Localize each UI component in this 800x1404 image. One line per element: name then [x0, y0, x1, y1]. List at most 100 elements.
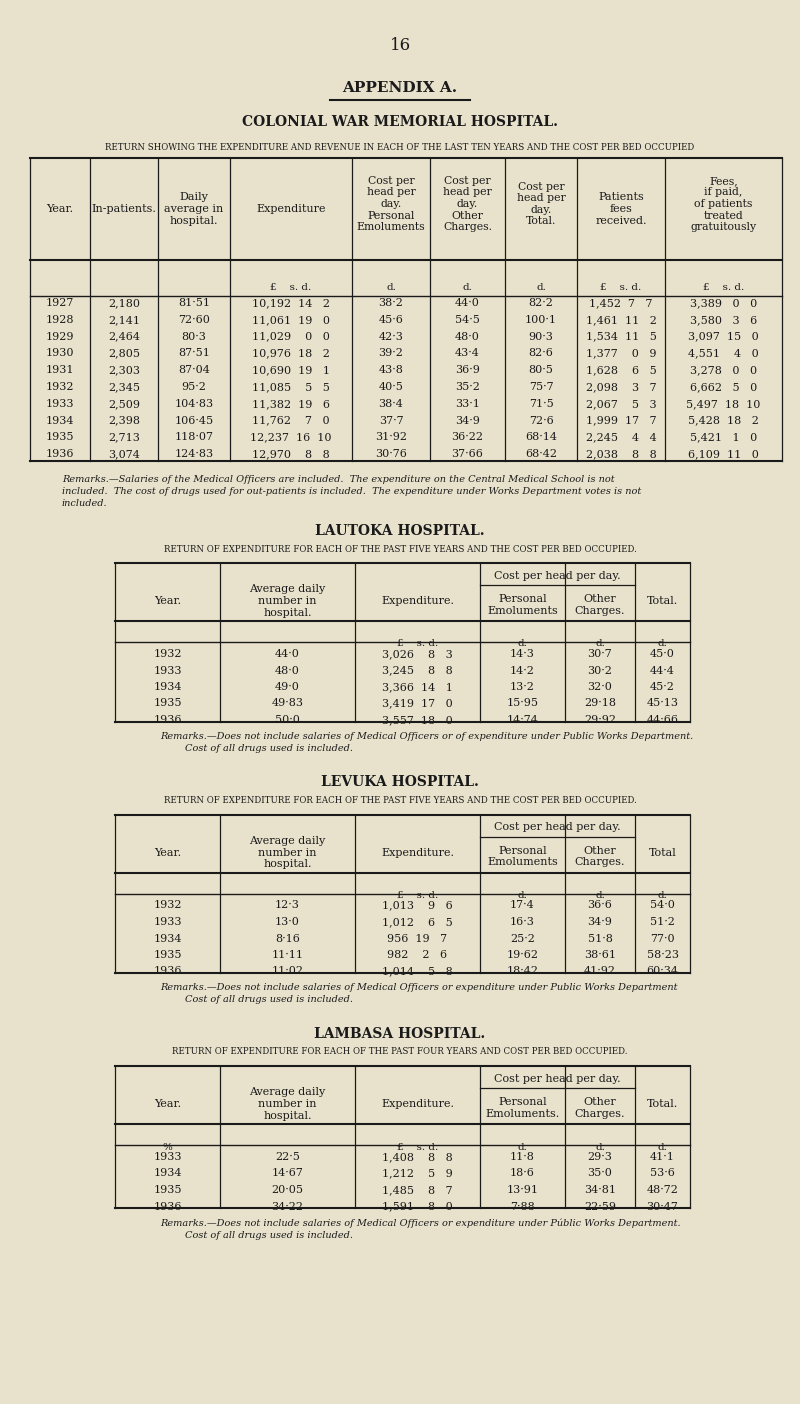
- Text: 1,212    5   9: 1,212 5 9: [382, 1168, 453, 1178]
- Text: APPENDIX A.: APPENDIX A.: [342, 81, 458, 95]
- Text: Fees,
if paid,
of patients
treated
gratuitously: Fees, if paid, of patients treated gratu…: [690, 176, 757, 232]
- Text: 53·6: 53·6: [650, 1168, 675, 1178]
- Text: Average daily
number in
hospital.: Average daily number in hospital.: [250, 1088, 326, 1120]
- Text: £    s. d.: £ s. d.: [600, 284, 642, 292]
- Text: 2,038    8   8: 2,038 8 8: [586, 449, 656, 459]
- Text: 17·4: 17·4: [510, 900, 535, 911]
- Text: 1933: 1933: [154, 665, 182, 675]
- Text: 1934: 1934: [154, 934, 182, 943]
- Text: 37·66: 37·66: [451, 449, 483, 459]
- Text: RETURN SHOWING THE EXPENDITURE AND REVENUE IN EACH OF THE LAST TEN YEARS AND THE: RETURN SHOWING THE EXPENDITURE AND REVEN…: [106, 143, 694, 153]
- Text: 15·95: 15·95: [506, 699, 538, 709]
- Text: 50·0: 50·0: [275, 715, 300, 724]
- Text: 37·7: 37·7: [378, 416, 403, 425]
- Text: 956  19   7: 956 19 7: [387, 934, 447, 943]
- Text: d.: d.: [595, 892, 605, 900]
- Text: 11,382  19   6: 11,382 19 6: [252, 399, 330, 409]
- Text: 34·9: 34·9: [587, 917, 613, 927]
- Text: 1936: 1936: [46, 449, 74, 459]
- Text: 3,245    8   8: 3,245 8 8: [382, 665, 453, 675]
- Text: Expenditure: Expenditure: [256, 204, 326, 213]
- Text: 71·5: 71·5: [529, 399, 554, 409]
- Text: Total.: Total.: [647, 597, 678, 607]
- Text: 82·2: 82·2: [529, 298, 554, 307]
- Text: 1935: 1935: [46, 432, 74, 442]
- Text: 40·5: 40·5: [378, 382, 403, 392]
- Text: 2,067    5   3: 2,067 5 3: [586, 399, 656, 409]
- Text: 20·05: 20·05: [271, 1185, 303, 1195]
- Text: 42·3: 42·3: [378, 331, 403, 341]
- Text: Remarks.—Does not include salaries of Medical Officers or expenditure under Públ: Remarks.—Does not include salaries of Me…: [160, 1219, 681, 1227]
- Text: 38·4: 38·4: [378, 399, 403, 409]
- Text: 44·66: 44·66: [646, 715, 678, 724]
- Text: 118·07: 118·07: [174, 432, 214, 442]
- Text: 1,591    8   0: 1,591 8 0: [382, 1202, 453, 1212]
- Text: d.: d.: [595, 639, 605, 649]
- Text: included.: included.: [62, 498, 108, 507]
- Text: Total.: Total.: [647, 1099, 678, 1109]
- Text: 2,464: 2,464: [108, 331, 140, 341]
- Text: 982    2   6: 982 2 6: [387, 951, 447, 960]
- Text: 3,419  17   0: 3,419 17 0: [382, 699, 453, 709]
- Text: 30·47: 30·47: [646, 1202, 678, 1212]
- Text: 106·45: 106·45: [174, 416, 214, 425]
- Text: 3,278   0   0: 3,278 0 0: [690, 365, 757, 375]
- Text: 2,245    4   4: 2,245 4 4: [586, 432, 656, 442]
- Text: 1928: 1928: [46, 314, 74, 324]
- Text: 19·62: 19·62: [506, 951, 538, 960]
- Text: d.: d.: [462, 284, 473, 292]
- Text: 14·74: 14·74: [506, 715, 538, 724]
- Text: 45·2: 45·2: [650, 682, 675, 692]
- Text: 38·61: 38·61: [584, 951, 616, 960]
- Text: 29·92: 29·92: [584, 715, 616, 724]
- Text: 39·2: 39·2: [378, 348, 403, 358]
- Text: 41·1: 41·1: [650, 1153, 675, 1163]
- Text: COLONIAL WAR MEMORIAL HOSPITAL.: COLONIAL WAR MEMORIAL HOSPITAL.: [242, 115, 558, 129]
- Text: included.  The cost of drugs used for out-patients is included.  The expenditure: included. The cost of drugs used for out…: [62, 487, 642, 496]
- Text: 48·0: 48·0: [275, 665, 300, 675]
- Text: 6,662   5   0: 6,662 5 0: [690, 382, 757, 392]
- Text: 60·34: 60·34: [646, 966, 678, 977]
- Text: Cost per head per day.: Cost per head per day.: [494, 823, 621, 833]
- Text: 49·0: 49·0: [275, 682, 300, 692]
- Text: 58·23: 58·23: [646, 951, 678, 960]
- Text: Expenditure.: Expenditure.: [381, 1099, 454, 1109]
- Text: 44·0: 44·0: [275, 649, 300, 658]
- Text: Cost per
head per
day.
Personal
Emoluments: Cost per head per day. Personal Emolumen…: [357, 176, 426, 232]
- Text: 104·83: 104·83: [174, 399, 214, 409]
- Text: 3,074: 3,074: [108, 449, 140, 459]
- Text: 12,237  16  10: 12,237 16 10: [250, 432, 332, 442]
- Text: d.: d.: [658, 1143, 667, 1151]
- Text: 80·5: 80·5: [529, 365, 554, 375]
- Text: RETURN OF EXPENDITURE FOR EACH OF THE PAST FIVE YEARS AND THE COST PER BED OCCUP: RETURN OF EXPENDITURE FOR EACH OF THE PA…: [163, 796, 637, 804]
- Text: LAUTOKA HOSPITAL.: LAUTOKA HOSPITAL.: [315, 524, 485, 538]
- Text: 45·13: 45·13: [646, 699, 678, 709]
- Text: 29·18: 29·18: [584, 699, 616, 709]
- Text: 6,109  11   0: 6,109 11 0: [688, 449, 759, 459]
- Text: Average daily
number in
hospital.: Average daily number in hospital.: [250, 584, 326, 618]
- Text: 44·4: 44·4: [650, 665, 675, 675]
- Text: 51·2: 51·2: [650, 917, 675, 927]
- Text: d.: d.: [595, 1143, 605, 1151]
- Text: 14·3: 14·3: [510, 649, 535, 658]
- Text: %: %: [162, 1143, 173, 1151]
- Text: 30·7: 30·7: [588, 649, 612, 658]
- Text: 31·92: 31·92: [375, 432, 407, 442]
- Text: 1,485    8   7: 1,485 8 7: [382, 1185, 453, 1195]
- Text: 2,805: 2,805: [108, 348, 140, 358]
- Text: 1,012    6   5: 1,012 6 5: [382, 917, 453, 927]
- Text: 1935: 1935: [154, 951, 182, 960]
- Text: 54·5: 54·5: [455, 314, 480, 324]
- Text: 45·6: 45·6: [378, 314, 403, 324]
- Text: 3,366  14   1: 3,366 14 1: [382, 682, 453, 692]
- Text: Cost of all drugs used is included.: Cost of all drugs used is included.: [160, 995, 353, 1004]
- Text: LAMBASA HOSPITAL.: LAMBASA HOSPITAL.: [314, 1026, 486, 1040]
- Text: In-patients.: In-patients.: [91, 204, 157, 213]
- Text: 1934: 1934: [46, 416, 74, 425]
- Text: Remarks.—Does not include salaries of Medical Officers or of expenditure under P: Remarks.—Does not include salaries of Me…: [160, 731, 694, 741]
- Text: 80·3: 80·3: [182, 331, 206, 341]
- Text: 1935: 1935: [154, 699, 182, 709]
- Text: 41·92: 41·92: [584, 966, 616, 977]
- Text: LEVUKA HOSPITAL.: LEVUKA HOSPITAL.: [321, 775, 479, 789]
- Text: Total: Total: [649, 848, 676, 858]
